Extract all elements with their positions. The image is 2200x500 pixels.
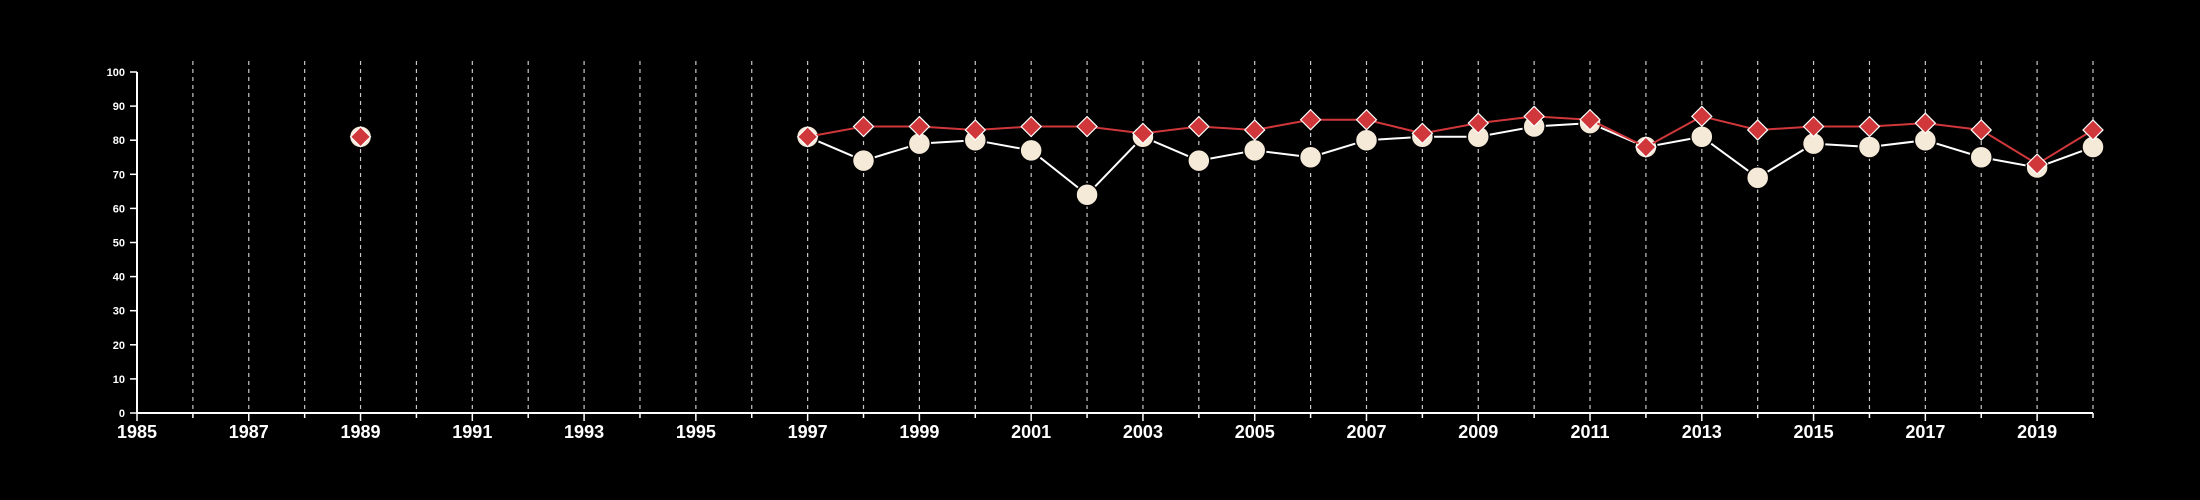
x-tick-label: 1991 bbox=[452, 422, 492, 442]
y-tick-label: 10 bbox=[113, 374, 125, 386]
y-tick-label: 40 bbox=[113, 272, 125, 284]
series-line-segment bbox=[1645, 115, 1703, 148]
series-line-segment bbox=[1701, 115, 1758, 131]
y-tick-label: 90 bbox=[113, 101, 125, 113]
y-tick-label: 20 bbox=[113, 340, 125, 352]
data-point-diamond bbox=[1132, 122, 1154, 145]
data-point-diamond bbox=[2082, 119, 2104, 141]
data-point-circle bbox=[1075, 183, 1099, 207]
x-tick-label: 2009 bbox=[1458, 422, 1498, 442]
data-point-diamond bbox=[1355, 108, 1378, 131]
data-point-circle bbox=[1857, 135, 1882, 159]
data-point-circle bbox=[1690, 125, 1714, 149]
data-point-diamond bbox=[1411, 122, 1434, 145]
data-point-circle bbox=[1969, 145, 1993, 169]
x-tick-label: 2017 bbox=[1905, 422, 1945, 442]
data-point-circle bbox=[851, 148, 876, 173]
data-point-diamond bbox=[1076, 115, 1098, 138]
data-point-circle bbox=[1019, 138, 1043, 163]
series-group bbox=[348, 105, 2105, 207]
x-tick-label: 1995 bbox=[676, 422, 716, 442]
data-point-diamond bbox=[349, 125, 372, 148]
data-point-diamond bbox=[1467, 112, 1490, 134]
y-tick-label: 0 bbox=[119, 408, 125, 420]
x-tick-label: 1999 bbox=[899, 422, 939, 442]
data-point-diamond bbox=[1635, 136, 1657, 158]
x-tick-label: 2011 bbox=[1570, 422, 1609, 442]
data-point-diamond bbox=[1690, 105, 1713, 128]
series-line-segment bbox=[807, 125, 864, 138]
x-tick-label: 1993 bbox=[564, 422, 604, 442]
data-point-circle bbox=[1187, 148, 1211, 173]
y-tick-label: 70 bbox=[113, 169, 125, 181]
x-tick-label: 2013 bbox=[1682, 422, 1722, 442]
y-tick-label: 50 bbox=[113, 238, 125, 250]
y-tick-label: 80 bbox=[113, 135, 125, 147]
data-point-diamond bbox=[1858, 115, 1881, 138]
data-point-diamond bbox=[1579, 108, 1601, 131]
series-line-segment bbox=[1366, 118, 1423, 135]
x-tick-label: 1985 bbox=[117, 422, 157, 442]
data-point-diamond bbox=[1299, 108, 1322, 131]
data-point-circle bbox=[1354, 128, 1379, 152]
x-tick-label: 2019 bbox=[2017, 422, 2057, 442]
data-point-diamond bbox=[1970, 119, 1993, 141]
series-diamond bbox=[349, 105, 2104, 175]
series-line-segment bbox=[1030, 149, 1088, 196]
series-line-segment bbox=[1589, 118, 1647, 148]
x-tick-label: 1989 bbox=[341, 422, 381, 442]
x-tick-label: 2003 bbox=[1123, 422, 1163, 442]
data-point-diamond bbox=[796, 125, 819, 148]
series-line-segment bbox=[1254, 118, 1311, 131]
data-point-diamond bbox=[852, 115, 875, 138]
data-point-diamond bbox=[1243, 119, 1266, 141]
x-tick-label: 1987 bbox=[229, 422, 269, 442]
y-tick-label: 100 bbox=[107, 67, 125, 79]
data-point-diamond bbox=[1914, 112, 1937, 134]
series-line-segment bbox=[1086, 136, 1144, 196]
data-point-diamond bbox=[1523, 105, 1545, 128]
y-tick-label: 60 bbox=[113, 203, 125, 215]
data-point-circle bbox=[1242, 138, 1267, 163]
x-tick-label: 2005 bbox=[1235, 422, 1275, 442]
x-tick-label: 2015 bbox=[1794, 422, 1834, 442]
axes: 0 10 20 30 40 50 60 70 80 90 100 1985 1987 1989 1991 19… bbox=[107, 67, 2094, 442]
vertical-grid bbox=[192, 61, 2094, 413]
data-point-diamond bbox=[1020, 115, 1043, 138]
x-tick-label: 2007 bbox=[1346, 422, 1386, 442]
data-point-diamond bbox=[2026, 153, 2048, 175]
data-point-diamond bbox=[964, 119, 987, 141]
y-tick-label: 30 bbox=[113, 306, 125, 318]
series-line-segment bbox=[2036, 129, 2094, 165]
x-tick-label: 2001 bbox=[1011, 422, 1051, 442]
data-point-diamond bbox=[1187, 115, 1210, 138]
data-point-circle bbox=[1745, 165, 1770, 190]
data-point-diamond bbox=[1746, 119, 1769, 141]
data-point-circle bbox=[1298, 145, 1323, 169]
data-point-diamond bbox=[1802, 115, 1825, 138]
series-line-segment bbox=[1980, 129, 2038, 165]
x-tick-label: 1997 bbox=[788, 422, 828, 442]
series-line-segment bbox=[1422, 122, 1479, 135]
data-point-diamond bbox=[908, 115, 931, 138]
